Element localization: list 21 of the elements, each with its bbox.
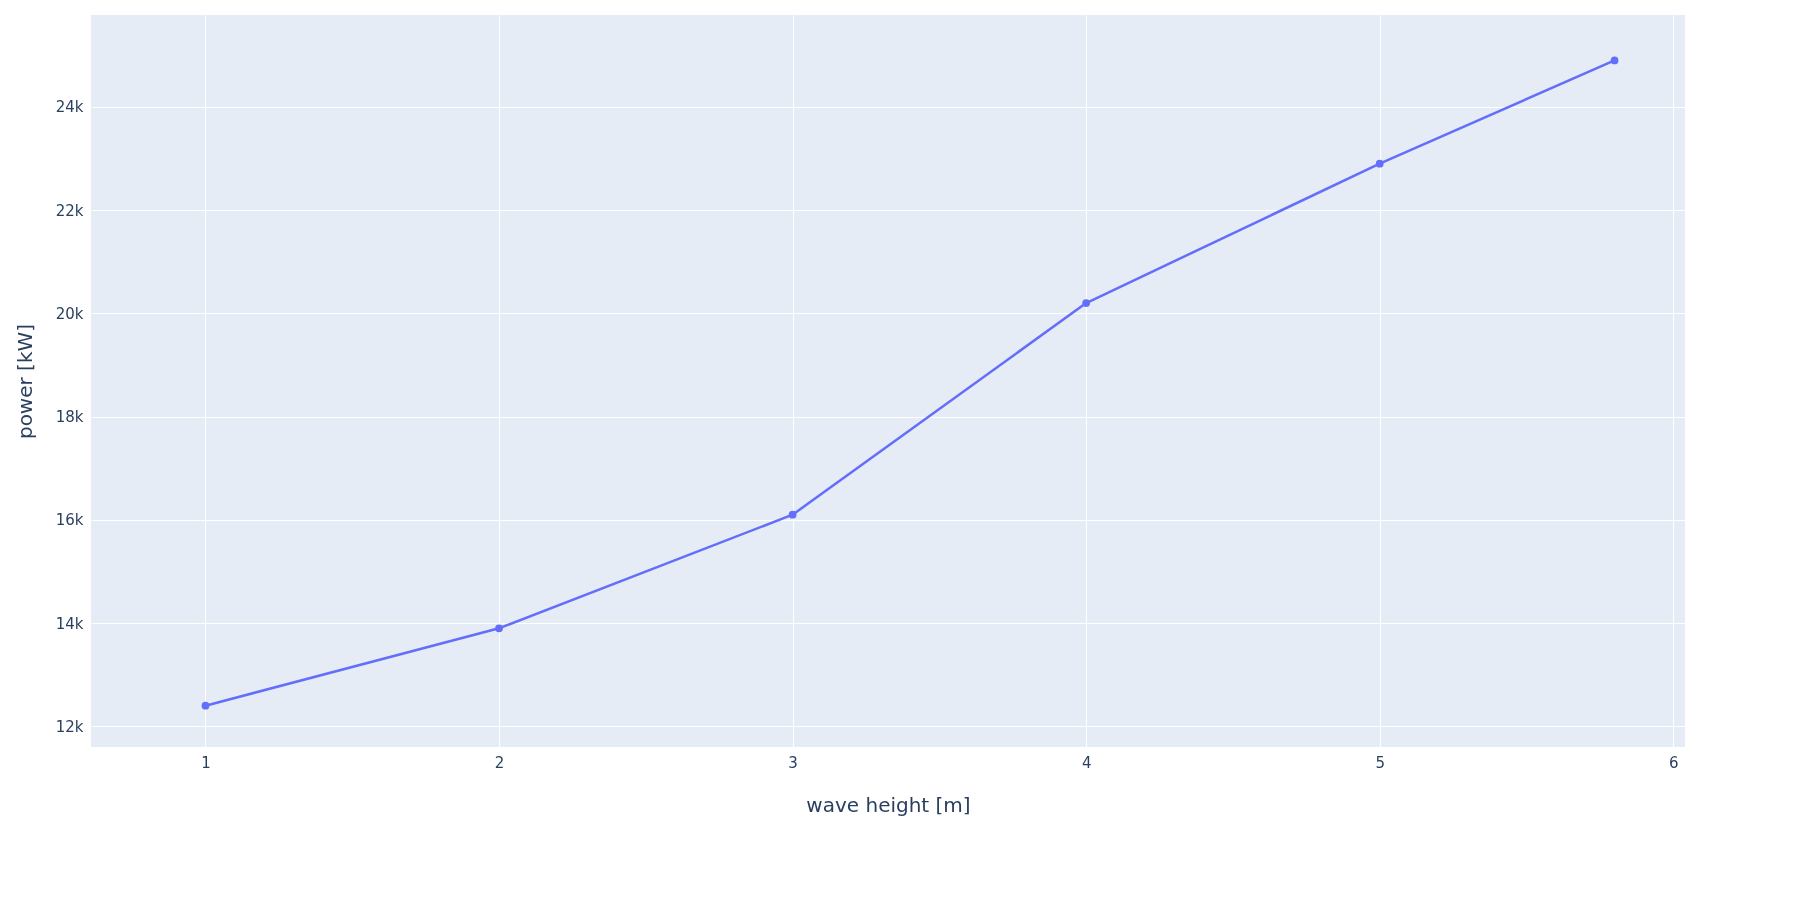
x-tick-label: 3 [788,753,798,772]
x-tick-label: 1 [201,753,211,772]
point [788,510,797,519]
x-tick-label: 6 [1668,753,1679,772]
x-axis-title: wave height [m] [806,792,971,817]
x-tick-label: 2 [494,753,505,772]
y-tick-label: 12k [55,717,84,736]
y-tick-label: 22k [55,201,84,220]
y-axis-title: power [kW] [12,323,37,440]
y-tick-label: 20k [55,304,84,323]
y-tick-label: 24k [55,98,84,117]
y-tick-label: 14k [55,614,84,633]
point [1610,56,1619,65]
y-tick-label: 16k [55,511,84,530]
y-tick-label: 18k [55,408,84,427]
point [1375,159,1384,168]
x-tick-label: 5 [1375,753,1385,772]
point [495,624,503,633]
point [1082,299,1091,307]
point [201,701,210,710]
x-tick-label: 4 [1081,753,1092,772]
